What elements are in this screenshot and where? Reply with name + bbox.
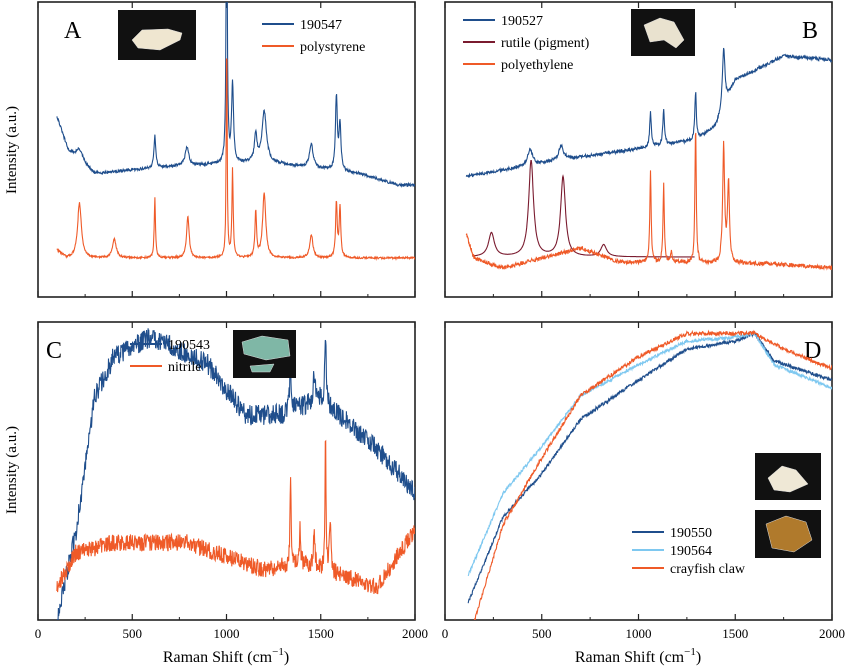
x-tick-label: 0	[35, 626, 42, 641]
panel-b: B 190527 rutile (pigment) polyethylene	[444, 1, 833, 298]
legend-label: polystyrene	[300, 40, 365, 55]
inset-photo	[233, 330, 296, 378]
legend-label: rutile (pigment)	[501, 36, 590, 51]
legend-label: 190527	[501, 14, 543, 29]
x-tick-label: 2000	[819, 626, 845, 641]
series-line-190547	[56, 2, 415, 188]
series-line-190550	[467, 331, 832, 604]
y-axis-label-bottom: Intensity (a.u.)	[4, 426, 20, 514]
series-line-190564	[467, 330, 832, 577]
panel-c: 0 500 1000 1500 2000 C 190543 nitrile	[35, 321, 428, 641]
x-tick-label: 1500	[308, 626, 334, 641]
x-tick-label: 1000	[214, 626, 240, 641]
series-line-polyethylene	[465, 132, 832, 271]
panel-a: A 190547 polystyrene	[37, 1, 416, 298]
inset-photo	[118, 10, 196, 60]
legend-label: 190550	[670, 526, 712, 541]
x-tick-label: 2000	[402, 626, 428, 641]
legend-label: crayfish claw	[670, 562, 746, 577]
legend-label: polyethylene	[501, 58, 573, 73]
series-line-rutile-pigment-	[472, 160, 695, 258]
x-axis-label-left: Raman Shift (cm−1)	[163, 646, 289, 666]
panel-letter: A	[64, 18, 82, 44]
legend-label: 190564	[670, 544, 712, 559]
legend-label: nitrile	[168, 360, 201, 375]
series-line-190527	[465, 47, 832, 178]
series-line-polystyrene	[56, 58, 415, 261]
panel-letter: B	[802, 18, 818, 44]
x-tick-label: 500	[123, 626, 143, 641]
y-axis-label-top: Intensity (a.u.)	[4, 106, 20, 194]
x-axis-label-right: Raman Shift (cm−1)	[575, 646, 701, 666]
inset-photo	[755, 510, 821, 558]
inset-photo	[631, 9, 695, 56]
series-line-190543	[56, 328, 415, 620]
x-tick-label: 500	[532, 626, 552, 641]
series-line-crayfish-claw	[473, 329, 832, 620]
series-line-nitrile	[56, 439, 415, 595]
panel-letter: C	[46, 338, 62, 364]
svg-text:Raman Shift (cm−1): Raman Shift (cm−1)	[575, 646, 701, 666]
x-tick-label: 1500	[722, 626, 748, 641]
plot-frame	[37, 321, 416, 621]
x-tick-label: 1000	[626, 626, 652, 641]
inset-photo	[755, 453, 821, 500]
legend-label: 190547	[300, 18, 342, 33]
svg-text:Raman Shift (cm−1): Raman Shift (cm−1)	[163, 646, 289, 666]
x-tick-label: 0	[442, 626, 449, 641]
legend-label: 190543	[168, 338, 210, 353]
